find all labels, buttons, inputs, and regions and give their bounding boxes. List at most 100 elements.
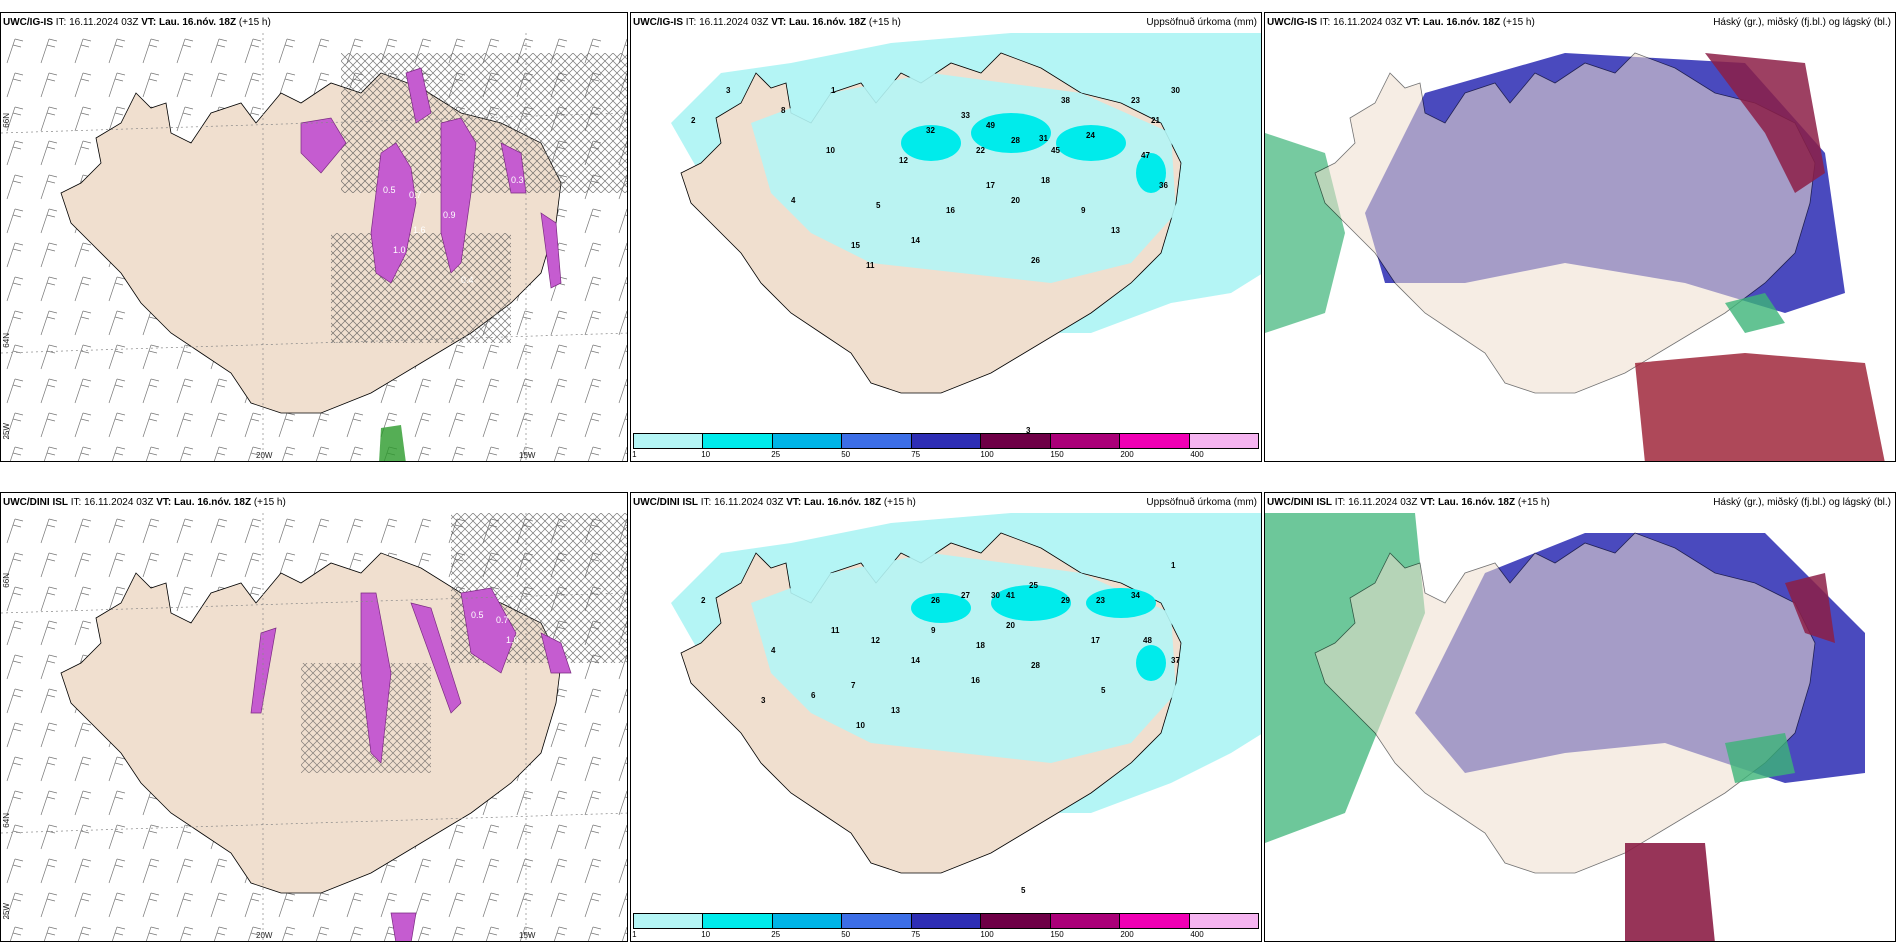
icing-area-2 [440, 117, 477, 274]
colorbar-tick: 200 [1120, 450, 1134, 459]
colorbar-cell [703, 914, 773, 928]
low-cloud-green-east [1725, 733, 1795, 783]
colorbar-cell [1189, 914, 1258, 928]
colorbar-cell [634, 434, 704, 448]
low-cloud-green-east [1725, 293, 1785, 333]
precip-value: 48 [1143, 636, 1152, 645]
precip-value: 24 [1086, 131, 1095, 140]
precip-value: 17 [986, 181, 995, 190]
precip-panel-bottom: UWC/DINI ISL IT: 16.11.2024 03Z VT: Lau.… [630, 492, 1262, 942]
panel-title: UWC/DINI ISL IT: 16.11.2024 03Z VT: Lau.… [1267, 497, 1550, 508]
colorbar-cell [842, 914, 912, 928]
precip-core [1056, 125, 1126, 161]
panel-title: UWC/DINI ISL IT: 16.11.2024 03Z VT: Lau.… [633, 497, 916, 508]
lat-label: 64N [2, 813, 11, 828]
cloud-map [1265, 513, 1895, 941]
precip-value: 4 [791, 196, 796, 205]
icing-value: 0.7 [496, 615, 509, 625]
icing-area-1 [370, 142, 417, 284]
precip-value: 30 [991, 591, 1000, 600]
iceland-land [1314, 532, 1816, 874]
precip-value: 3 [726, 86, 731, 95]
precip-value: 5 [876, 201, 881, 210]
precip-value: 20 [1011, 196, 1020, 205]
high-cloud-red-south [1635, 353, 1885, 461]
colorbar-tick: 150 [1050, 930, 1064, 939]
colorbar-cell [1120, 434, 1190, 448]
lat-label: 64N [2, 333, 11, 348]
colorbar-tick: 75 [911, 930, 921, 939]
panel-title: UWC/IG-IS IT: 16.11.2024 03Z VT: Lau. 16… [3, 17, 271, 28]
precip-value: 47 [1141, 151, 1150, 160]
colorbar-cell [1050, 434, 1121, 448]
precip-shade-over-land [751, 73, 1176, 283]
precip-value: 7 [851, 681, 856, 690]
colorbar-cell [981, 434, 1051, 448]
precip-value: 45 [1051, 146, 1060, 155]
panel-title: UWC/IG-IS IT: 16.11.2024 03Z VT: Lau. 16… [1267, 17, 1535, 28]
precip-title: Uppsöfnuð úrkoma (mm) [1146, 497, 1257, 508]
cloud-map [1265, 33, 1895, 461]
precip-value: 21 [1151, 116, 1160, 125]
colorbar-tick: 1 [632, 930, 637, 939]
precip-value: 28 [1031, 661, 1040, 670]
cloud-title: Háský (gr.), miðský (fj.bl.) og lágský (… [1713, 17, 1891, 28]
colorbar-cell [911, 434, 982, 448]
precip-value: 29 [1061, 596, 1070, 605]
icing-panel-top: UWC/IG-IS IT: 16.11.2024 03Z VT: Lau. 16… [0, 12, 628, 462]
precip-value: 32 [926, 126, 935, 135]
precip-value: 12 [899, 156, 908, 165]
cloud-title: Háský (gr.), miðský (fj.bl.) og lágský (… [1713, 497, 1891, 508]
precip-value: 13 [1111, 226, 1120, 235]
precip-value: 25 [1029, 581, 1038, 590]
precip-value: 14 [911, 656, 920, 665]
precip-value: 11 [866, 261, 875, 270]
icing-value: 0.9 [443, 210, 456, 220]
precip-value: 30 [1171, 86, 1180, 95]
precip-value: 12 [871, 636, 880, 645]
colorbar-tick: 25 [771, 930, 781, 939]
precip-panel-top: UWC/IG-IS IT: 16.11.2024 03Z VT: Lau. 16… [630, 12, 1262, 462]
precip-value: 28 [1011, 136, 1020, 145]
icing-panel-bottom: UWC/DINI ISL IT: 16.11.2024 03Z VT: Lau.… [0, 492, 628, 942]
precip-value: 6 [811, 691, 816, 700]
precip-value: 10 [856, 721, 865, 730]
precip-value: 4 [771, 646, 776, 655]
precip-core [1136, 153, 1166, 193]
lon-label: 15W [519, 451, 536, 460]
precip-value: 18 [1041, 176, 1050, 185]
colorbar-cell [911, 914, 982, 928]
icing-area-3 [300, 117, 347, 174]
precip-value: 5 [1021, 886, 1026, 895]
precip-value: 1 [1171, 561, 1176, 570]
colorbar-tick: 400 [1190, 450, 1204, 459]
precip-value: 33 [961, 111, 970, 120]
colorbar-cell [1189, 434, 1258, 448]
colorbar-tick: 50 [841, 450, 851, 459]
lon-label: 25W [2, 903, 11, 920]
colorbar-tick: 10 [701, 930, 711, 939]
colorbar-cell [703, 434, 773, 448]
precip-value: 3 [1026, 426, 1031, 435]
precip-value: 15 [851, 241, 860, 250]
colorbar-tick: 100 [980, 930, 994, 939]
precip-value: 49 [986, 121, 995, 130]
precip-value: 18 [976, 641, 985, 650]
icing-area-5 [405, 67, 432, 124]
precip-value: 3 [761, 696, 766, 705]
colorbar-cell [981, 914, 1051, 928]
precip-value: 23 [1096, 596, 1105, 605]
precip-value: 16 [946, 206, 955, 215]
colorbar: 1 10 25 50 75 100 150 200 400 [631, 913, 1261, 941]
panel-title: UWC/IG-IS IT: 16.11.2024 03Z VT: Lau. 16… [633, 17, 901, 28]
icing-value: 0.5 [471, 610, 484, 620]
precip-value: 5 [1101, 686, 1106, 695]
precip-value: 8 [781, 106, 786, 115]
precip-value: 16 [971, 676, 980, 685]
lat-label: 66N [2, 113, 11, 128]
precip-value: 9 [1081, 206, 1086, 215]
iceland-land [1314, 52, 1816, 394]
precip-value: 23 [1131, 96, 1140, 105]
precip-value: 27 [961, 591, 970, 600]
colorbar-cell [772, 434, 843, 448]
